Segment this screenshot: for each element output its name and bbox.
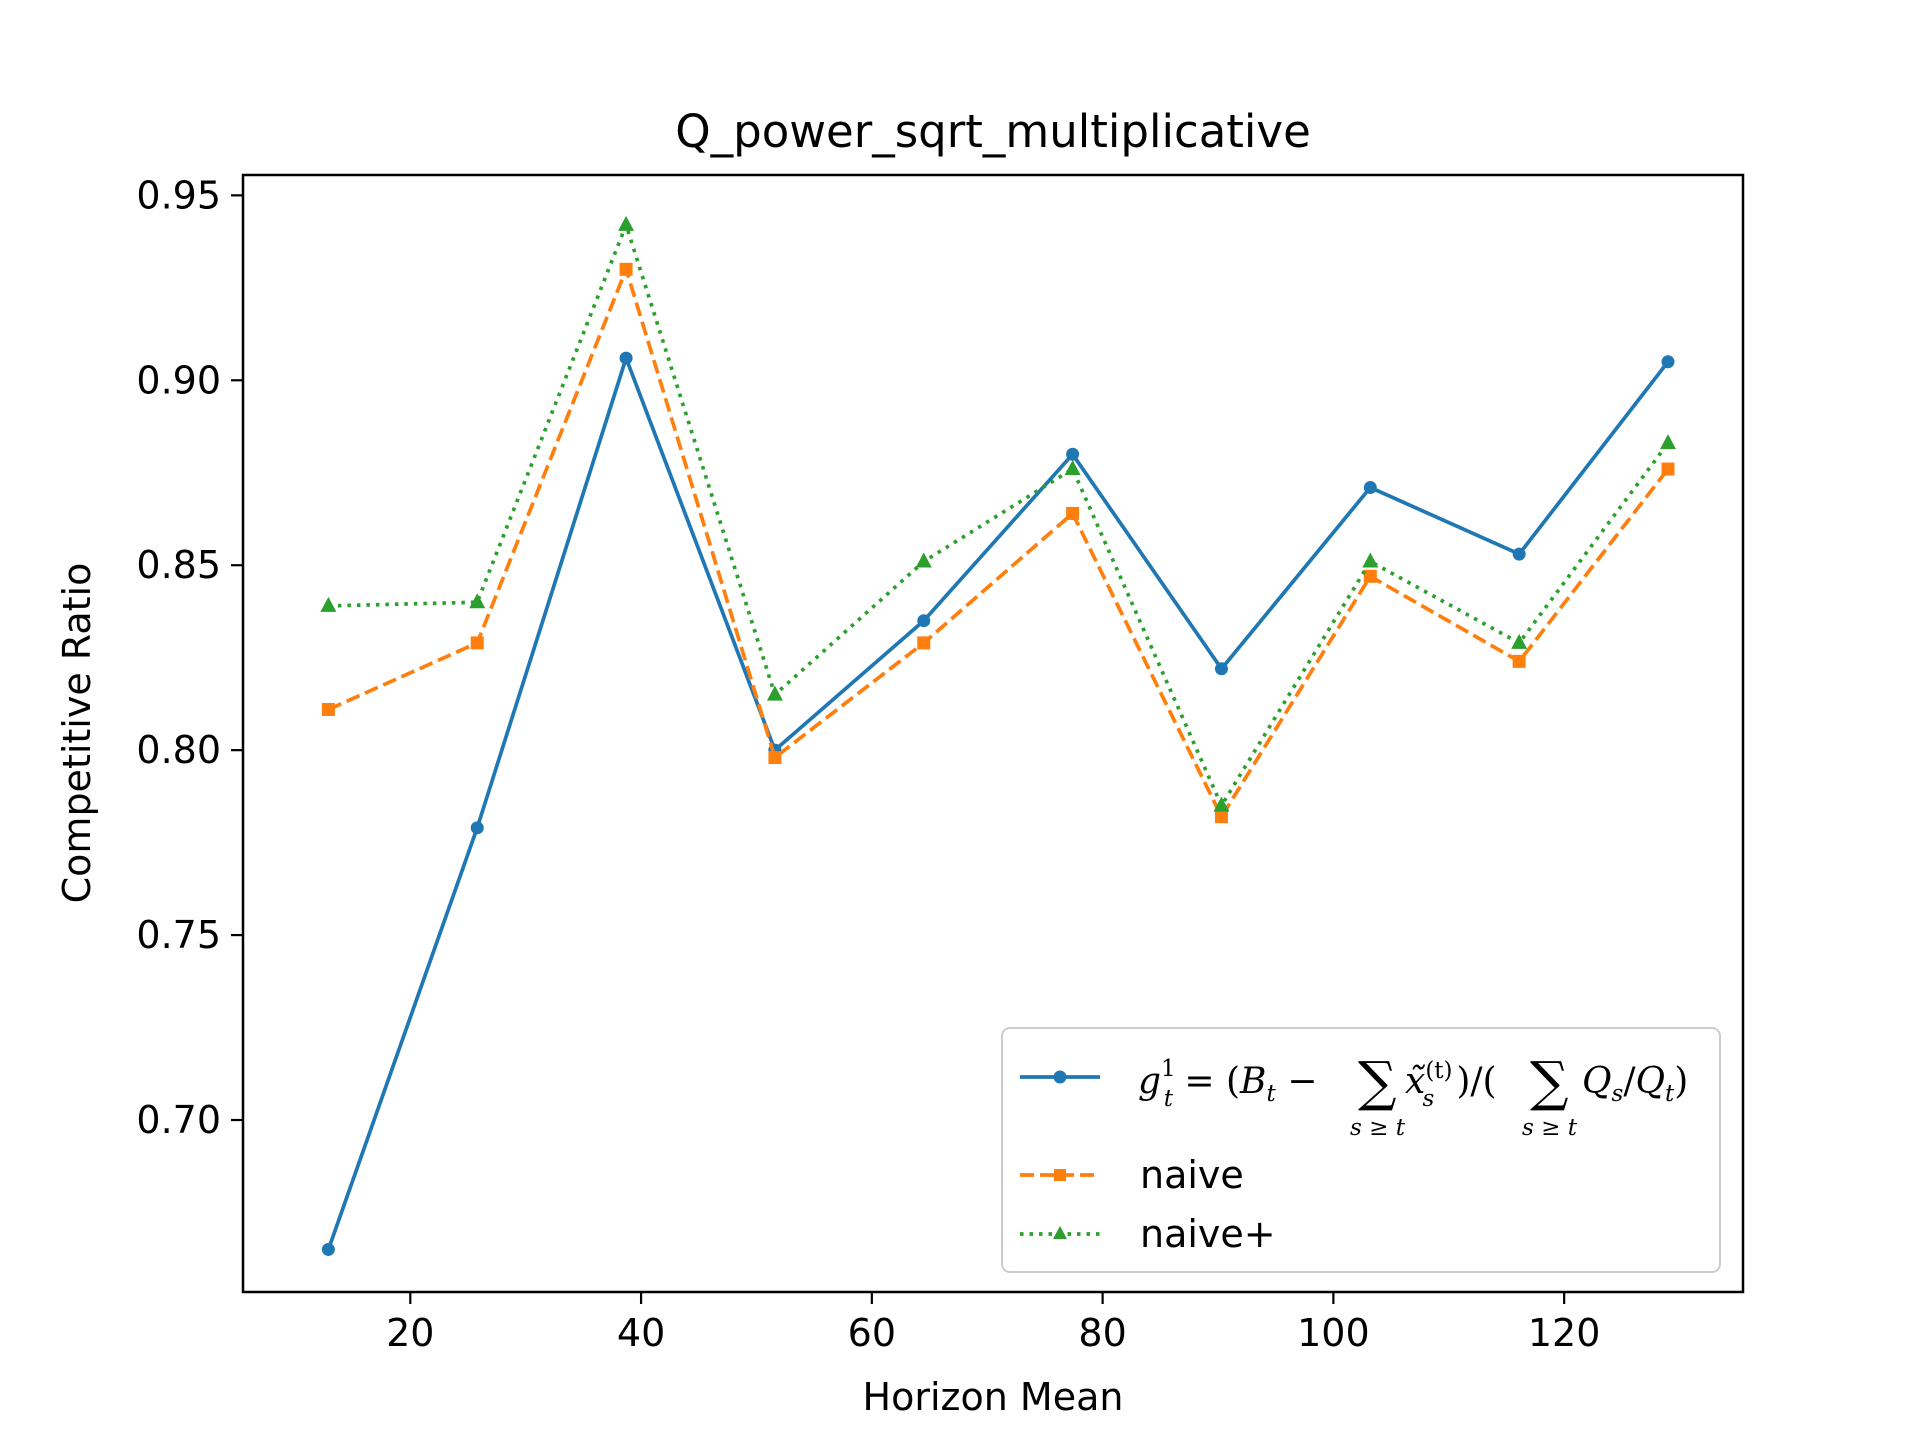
series-line-naive: [327, 267, 1670, 819]
data-point-naive: [917, 636, 931, 650]
series-naive-plus: [320, 215, 1676, 812]
data-point-naive: [1066, 506, 1080, 520]
svg-text:∑: ∑: [1358, 1050, 1397, 1113]
data-point-g1: [917, 614, 931, 628]
data-point-naive: [619, 262, 633, 276]
legend-entry-g1: g1 t = (Bt − ∑ s ≥ t x̃(t) s)/( ∑ s ≥ t Qs…: [1020, 1050, 1688, 1141]
data-point-naive: [470, 636, 484, 650]
x-tick-label: 80: [1078, 1311, 1126, 1355]
legend: g1 t = (Bt − ∑ s ≥ t x̃(t) s)/( ∑ s ≥ t Qs…: [1001, 1027, 1721, 1273]
x-tick-label: 20: [386, 1311, 434, 1355]
x-tick-label: 60: [848, 1311, 896, 1355]
legend-label-naive-plus: naive+: [1140, 1212, 1276, 1256]
x-tick-label: 120: [1528, 1311, 1601, 1355]
data-point-naive: [1214, 810, 1228, 824]
y-tick-label: 0.80: [136, 728, 221, 772]
series-naive: [321, 262, 1675, 824]
data-point-naive: [1512, 654, 1526, 668]
x-axis: 20 40 60 80 100 120: [386, 1292, 1600, 1355]
y-tick-label: 0.85: [136, 543, 221, 587]
data-point-naive-plus: [1362, 552, 1379, 568]
data-point-g1: [321, 1242, 335, 1256]
x-tick-label: 100: [1297, 1311, 1370, 1355]
data-point-naive: [768, 751, 782, 765]
data-point-naive-plus: [1511, 633, 1528, 649]
data-point-g1: [619, 351, 633, 365]
series-line-g1: [326, 356, 1670, 1251]
legend-label-g1: g1 t = (Bt − ∑ s ≥ t x̃(t) s)/( ∑ s ≥ t Qs…: [1138, 1050, 1688, 1141]
data-point-naive: [321, 702, 335, 716]
data-point-naive-plus: [1064, 460, 1081, 476]
legend-label-naive: naive: [1140, 1153, 1244, 1197]
plot-frame: [241, 173, 1745, 1294]
data-point-naive-plus: [469, 593, 486, 609]
data-point-naive-plus: [766, 685, 783, 701]
data-point-naive-plus: [1213, 796, 1230, 812]
data-point-g1: [1363, 481, 1377, 495]
x-tick-label: 40: [617, 1311, 665, 1355]
plot-area: 20 40 60 80 100 120 0.70 0.75 0.80 0.85 0.90 0.95: [136, 173, 1745, 1355]
data-point-g1: [1661, 355, 1675, 369]
data-point-naive-plus: [915, 552, 932, 568]
data-point-naive: [1661, 462, 1675, 476]
y-tick-label: 0.70: [136, 1098, 221, 1142]
data-point-g1: [470, 821, 484, 835]
legend-box: [1001, 1027, 1721, 1273]
data-point-g1: [1512, 547, 1526, 561]
legend-marker-naive: [1054, 1169, 1066, 1181]
x-axis-label: Horizon Mean: [863, 1375, 1124, 1419]
svg-text:s ≥ t: s ≥ t: [1522, 1115, 1578, 1141]
data-point-naive-plus: [618, 215, 635, 231]
y-axis-label: Competitive Ratio: [55, 563, 99, 904]
legend-marker-naive-plus: [1053, 1226, 1067, 1239]
series-g1: [321, 351, 1675, 1256]
y-tick-label: 0.90: [136, 358, 221, 402]
series-line-naive-plus: [328, 223, 1670, 808]
series-layer: [320, 215, 1676, 1256]
svg-text:∑: ∑: [1530, 1050, 1569, 1113]
data-point-naive: [1363, 569, 1377, 583]
data-point-naive-plus: [1660, 434, 1676, 450]
chart-title: Q_power_sqrt_multiplicative: [675, 105, 1311, 158]
y-tick-label: 0.95: [136, 173, 221, 217]
svg-text:Qs/Qt): Qs/Qt): [1582, 1061, 1688, 1107]
data-point-naive-plus: [320, 596, 337, 612]
legend-entry-naive-plus: naive+: [1020, 1212, 1276, 1256]
legend-entry-naive: naive: [1020, 1153, 1244, 1197]
legend-marker-g1: [1053, 1070, 1067, 1084]
y-tick-label: 0.75: [136, 913, 221, 957]
data-point-g1: [1214, 662, 1228, 676]
y-axis: 0.70 0.75 0.80 0.85 0.90 0.95: [136, 173, 243, 1142]
svg-text:s ≥ t: s ≥ t: [1350, 1115, 1406, 1141]
data-point-g1: [1066, 447, 1080, 461]
